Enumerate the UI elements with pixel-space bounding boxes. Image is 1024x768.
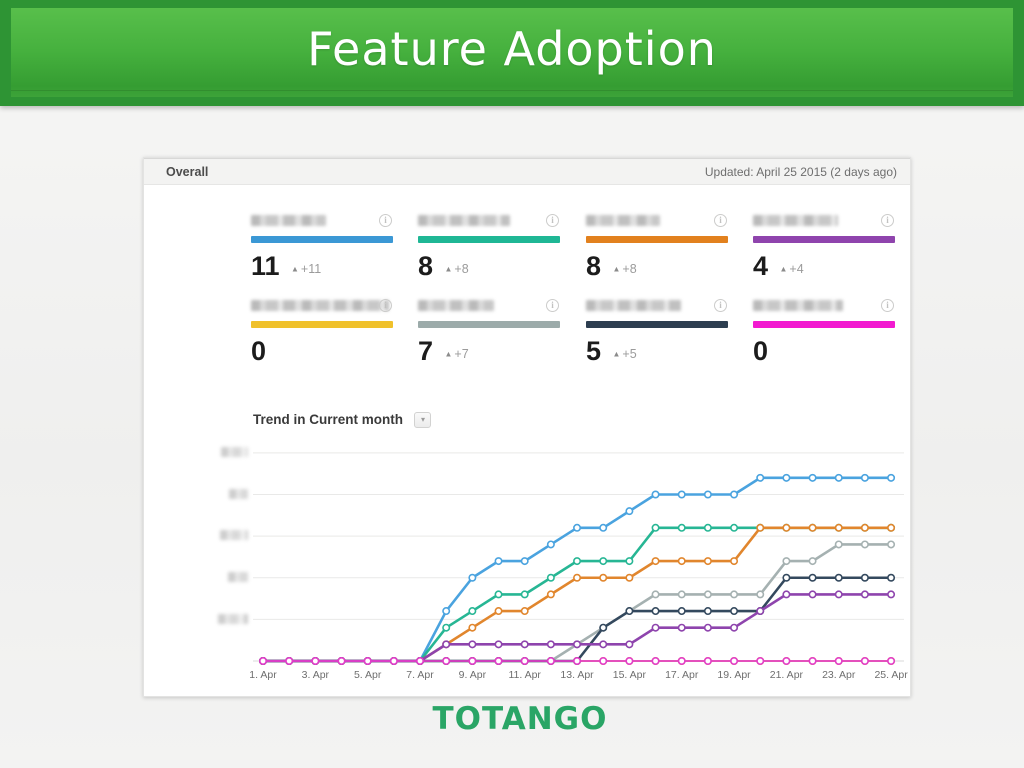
trend-dropdown[interactable]: ▾ (414, 411, 432, 428)
metric-bar (251, 236, 393, 243)
metric-delta: ▲ +5 (612, 345, 636, 363)
metric-bar (418, 321, 560, 328)
metric-label-redacted (586, 215, 660, 226)
info-icon[interactable]: i (546, 214, 559, 227)
metric-value: 0 (251, 336, 267, 366)
metric-label-redacted (418, 215, 510, 226)
metric-bar (251, 321, 393, 328)
metric-delta: ▲ +7 (444, 345, 468, 363)
metric-delta: ▲ +11 (291, 260, 321, 278)
info-icon[interactable]: i (714, 299, 727, 312)
dashboard-panel: Overall Updated: April 25 2015 (2 days a… (143, 157, 911, 697)
metric-label-redacted (753, 300, 843, 311)
metric-delta-value: +7 (454, 346, 469, 361)
svg-text:25. Apr: 25. Apr (874, 669, 908, 681)
svg-text:17. Apr: 17. Apr (665, 669, 699, 681)
svg-text:19. Apr: 19. Apr (717, 669, 751, 681)
trend-section-label: Trend in Current month (253, 412, 403, 428)
delta-up-icon: ▲ (444, 349, 453, 359)
y-axis-label-redacted (228, 572, 248, 582)
info-icon[interactable]: i (379, 214, 392, 227)
title-banner-inner: Feature Adoption (11, 8, 1013, 97)
metric-bar (418, 236, 560, 243)
metric-delta-value: +11 (300, 261, 322, 276)
delta-up-icon: ▲ (291, 264, 299, 274)
metric-value: 7 (418, 336, 434, 366)
delta-up-icon: ▲ (444, 264, 453, 274)
metric-value: 0 (753, 336, 769, 366)
svg-text:21. Apr: 21. Apr (770, 669, 804, 681)
metric-card: i 7 ▲ +7 (418, 298, 560, 376)
metric-bar (586, 321, 728, 328)
metric-value: 8 (418, 251, 434, 281)
trend-section: Trend in Current month ▾ (253, 411, 432, 431)
adoption-trend-chart: 1. Apr 3. Apr 5. Apr 7. Apr 9. Apr 11. Apr 13.… (231, 434, 912, 686)
info-icon[interactable]: i (714, 214, 727, 227)
metric-label-redacted (251, 300, 389, 311)
metric-value: 11 (251, 251, 280, 281)
metric-card: i 4 ▲ +4 (753, 213, 895, 291)
panel-header: Overall Updated: April 25 2015 (2 days a… (144, 158, 910, 185)
metric-label-redacted (753, 215, 838, 226)
totango-logo: TOTANGO (432, 701, 608, 737)
svg-text:15. Apr: 15. Apr (613, 669, 647, 681)
metric-delta: ▲ +8 (444, 260, 468, 278)
svg-text:3. Apr: 3. Apr (302, 669, 330, 681)
metric-value: 8 (586, 251, 602, 281)
metric-label-redacted (586, 300, 681, 311)
metric-card: i 0 ▲ (753, 298, 895, 376)
metric-label-redacted (251, 215, 326, 226)
svg-text:9. Apr: 9. Apr (459, 669, 487, 681)
delta-up-icon: ▲ (779, 264, 788, 274)
metric-bar (753, 236, 895, 243)
metric-delta-value: +4 (789, 261, 804, 276)
metric-delta-value: +8 (454, 261, 469, 276)
chevron-down-icon: ▾ (420, 414, 425, 424)
y-axis-label-redacted (220, 530, 248, 540)
delta-up-icon: ▲ (612, 349, 621, 359)
metric-card: i 0 ▲ (251, 298, 393, 376)
overall-label: Overall (166, 165, 209, 179)
metric-bar (753, 321, 895, 328)
title-banner: Feature Adoption (0, 0, 1024, 106)
metric-value: 4 (753, 251, 769, 281)
metric-delta-value: +8 (622, 261, 637, 276)
metric-card: i 8 ▲ +8 (586, 213, 728, 291)
metric-delta: ▲ +8 (612, 260, 636, 278)
page-title: Feature Adoption (307, 22, 717, 76)
delta-up-icon: ▲ (612, 264, 621, 274)
svg-text:11. Apr: 11. Apr (508, 669, 541, 681)
svg-text:7. Apr: 7. Apr (406, 669, 434, 681)
metric-bar (586, 236, 728, 243)
metric-delta-value: +5 (622, 346, 637, 361)
metric-card: i 5 ▲ +5 (586, 298, 728, 376)
y-axis-label-redacted (221, 447, 248, 457)
metric-delta: ▲ +4 (779, 260, 803, 278)
svg-text:5. Apr: 5. Apr (354, 669, 382, 681)
metric-card: i 11 ▲ +11 (251, 213, 393, 291)
updated-label: Updated: April 25 2015 (2 days ago) (704, 165, 897, 179)
svg-text:1. Apr: 1. Apr (249, 669, 277, 681)
info-icon[interactable]: i (546, 299, 559, 312)
svg-text:13. Apr: 13. Apr (560, 669, 594, 681)
y-axis-label-redacted (218, 614, 248, 624)
info-icon[interactable]: i (379, 299, 392, 312)
metric-card: i 8 ▲ +8 (418, 213, 560, 291)
info-icon[interactable]: i (881, 214, 894, 227)
metric-label-redacted (418, 300, 494, 311)
y-axis-label-redacted (229, 489, 248, 499)
svg-text:23. Apr: 23. Apr (822, 669, 856, 681)
info-icon[interactable]: i (881, 299, 894, 312)
metric-value: 5 (586, 336, 602, 366)
